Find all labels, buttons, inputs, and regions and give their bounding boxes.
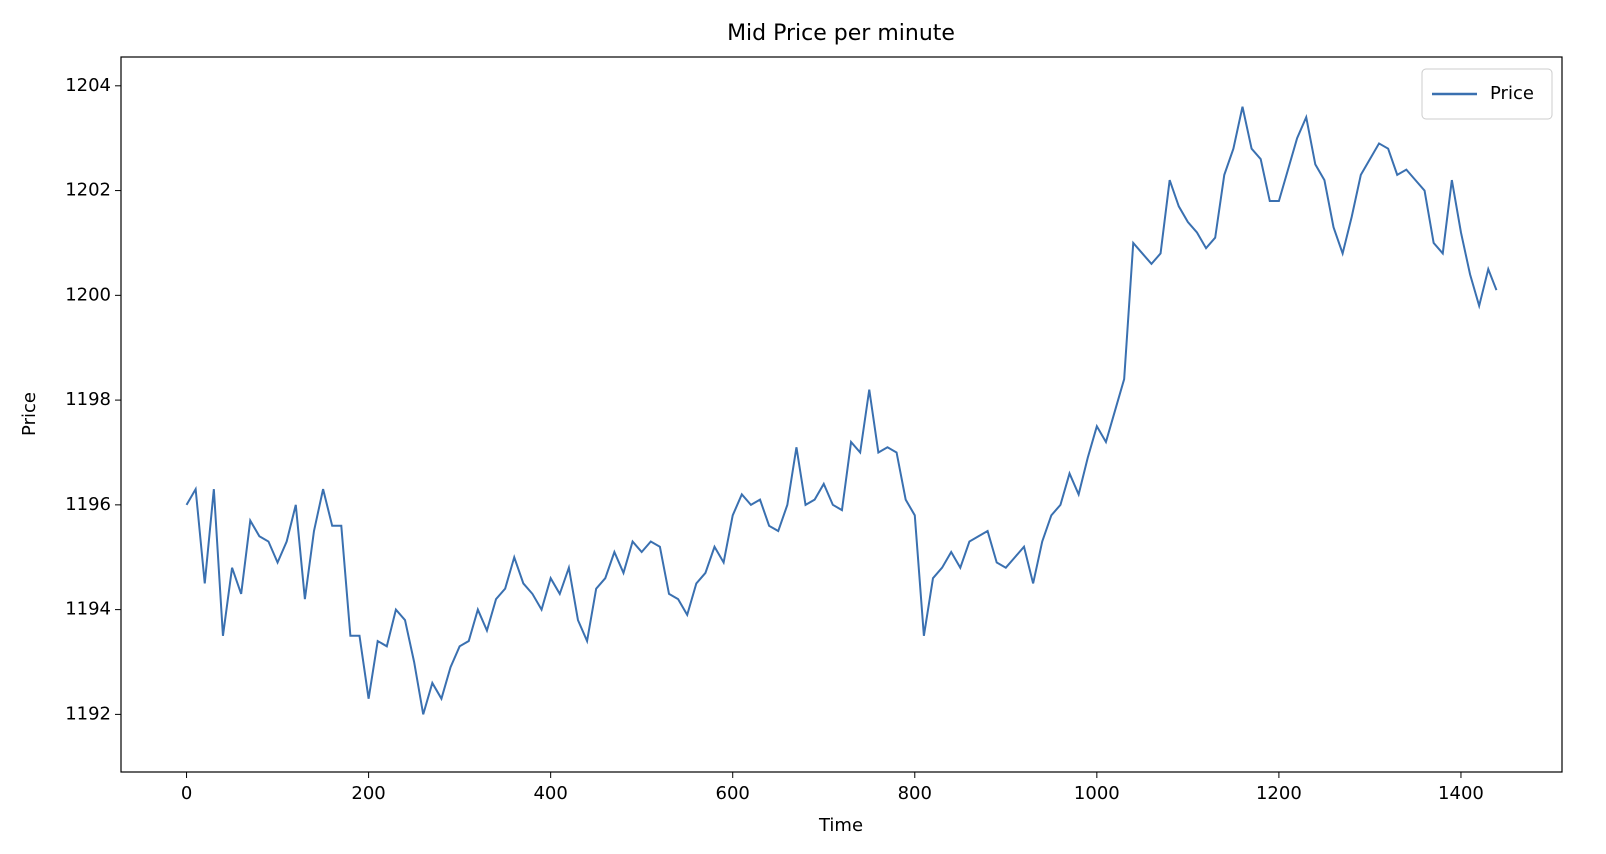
y-tick-label: 1204: [65, 75, 111, 96]
x-tick-label: 1400: [1438, 783, 1484, 804]
plot-frame: [120, 56, 1563, 773]
y-tick-label: 1202: [65, 180, 111, 201]
x-tick-label: 400: [533, 783, 567, 804]
y-axis-label: Price: [19, 392, 40, 436]
x-tick-label: 1200: [1256, 783, 1302, 804]
y-tick-label: 1196: [65, 494, 111, 515]
y-tick-label: 1192: [65, 703, 111, 724]
legend-box: [1421, 68, 1553, 120]
legend-label: Price: [1490, 83, 1534, 104]
x-axis-label: Time: [818, 815, 863, 836]
x-tick-label: 200: [351, 783, 385, 804]
x-tick-label: 1000: [1074, 783, 1120, 804]
chart-title: Mid Price per minute: [727, 21, 955, 46]
x-tick-label: 800: [898, 783, 932, 804]
y-tick-label: 1194: [65, 599, 111, 620]
y-tick-label: 1200: [65, 284, 111, 305]
price-line: [185, 106, 1498, 715]
x-tick-label: 600: [716, 783, 750, 804]
x-tick-label: 0: [181, 783, 192, 804]
y-tick-label: 1198: [65, 389, 111, 410]
